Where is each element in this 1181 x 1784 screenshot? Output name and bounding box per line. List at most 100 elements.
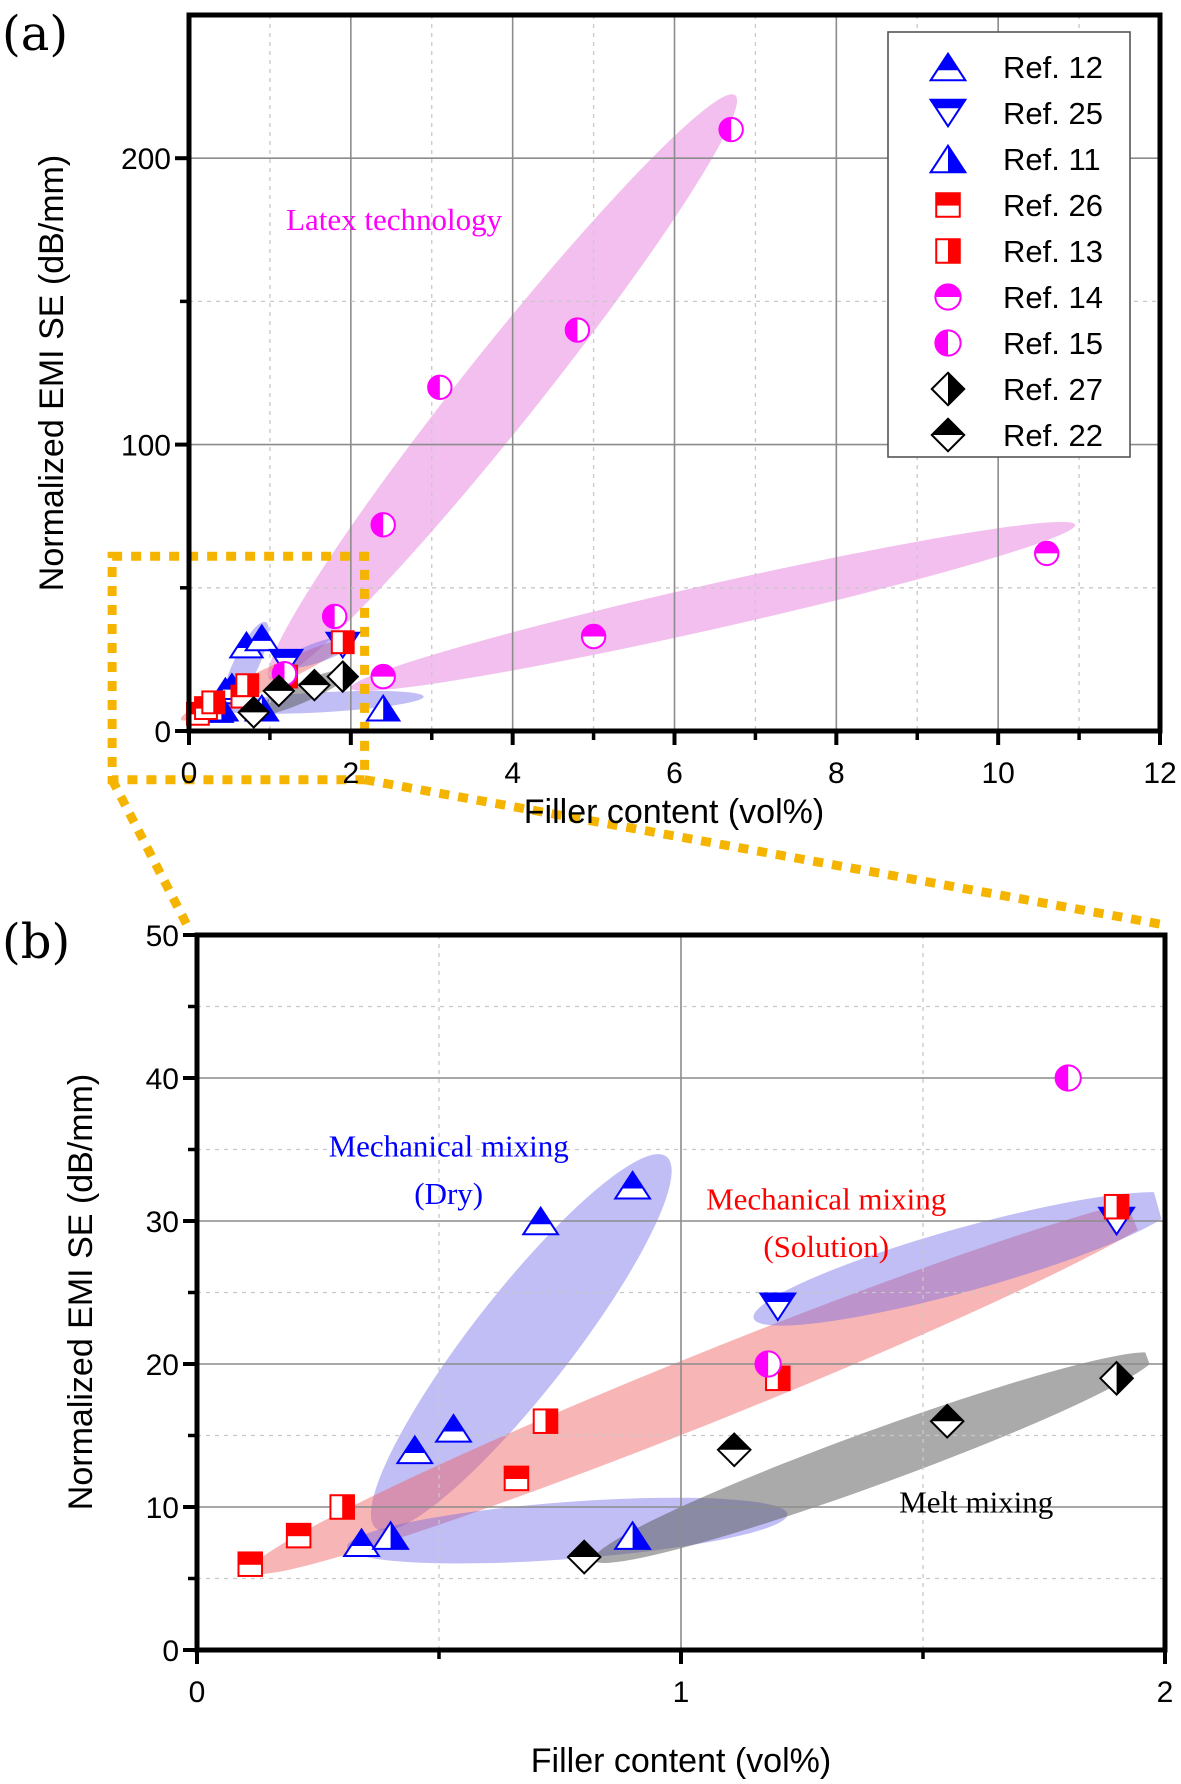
legend-label: Ref. 25 bbox=[1003, 96, 1103, 131]
panel-b-x-axis-title: Filler content (vol%) bbox=[531, 1742, 831, 1780]
y-tick-label: 100 bbox=[121, 430, 171, 463]
data-point-ref-14 bbox=[580, 623, 607, 650]
legend-label: Ref. 14 bbox=[1003, 280, 1103, 315]
annotations: Latex technology Mechanical mixing (Dry) Me… bbox=[286, 202, 1053, 1520]
legend-marker bbox=[928, 98, 968, 129]
x-tick-label: 2 bbox=[342, 757, 359, 790]
panel-b-regions bbox=[250, 1154, 1180, 1575]
legend-label: Ref. 27 bbox=[1003, 372, 1103, 407]
marker-fill bbox=[247, 674, 259, 697]
x-tick-label: 0 bbox=[189, 1676, 206, 1709]
data-point-ref-12 bbox=[613, 1170, 652, 1200]
marker-fill bbox=[404, 1436, 426, 1453]
data-point-ref-14 bbox=[1034, 540, 1060, 567]
panel-b-grid bbox=[197, 935, 1165, 1650]
data-point-ref-22 bbox=[566, 1539, 602, 1575]
marker-fill bbox=[342, 1495, 354, 1519]
data-point-ref-27 bbox=[326, 660, 360, 694]
region-solution-mixing bbox=[250, 1196, 1175, 1575]
marker-fill bbox=[545, 1409, 558, 1433]
data-point-ref-13 bbox=[330, 630, 355, 655]
marker-fill bbox=[1116, 1362, 1133, 1395]
y-tick-label: 0 bbox=[154, 716, 171, 749]
x-tick-label: 6 bbox=[666, 757, 683, 790]
x-tick-label: 1 bbox=[673, 1676, 690, 1709]
legend-label: Ref. 26 bbox=[1003, 188, 1103, 223]
data-point-ref-15 bbox=[1054, 1064, 1082, 1092]
data-point-ref-13 bbox=[532, 1408, 559, 1434]
marker-fill bbox=[930, 1404, 964, 1422]
marker-fill bbox=[719, 117, 732, 142]
marker-fill bbox=[442, 1415, 465, 1432]
y-tick-label: 10 bbox=[146, 1492, 179, 1525]
marker-fill bbox=[350, 1529, 373, 1546]
marker-fill bbox=[565, 318, 578, 342]
panel-a-label: (a) bbox=[2, 6, 68, 62]
marker-fill bbox=[760, 1293, 796, 1303]
data-point-ref-22 bbox=[237, 695, 271, 729]
data-point-ref-15 bbox=[718, 116, 744, 143]
data-point-ref-13 bbox=[201, 690, 226, 715]
x-tick-label: 2 bbox=[1157, 1676, 1174, 1709]
x-tick-label: 8 bbox=[828, 757, 845, 790]
marker-fill bbox=[567, 1540, 601, 1558]
data-point-ref-13 bbox=[235, 673, 260, 698]
panel-a-y-axis-title: Normalized EMI SE (dB/mm) bbox=[33, 155, 71, 591]
panel-b-points bbox=[237, 1064, 1136, 1577]
data-point-ref-15 bbox=[427, 374, 453, 401]
data-point-ref-22 bbox=[262, 674, 296, 708]
marker-fill bbox=[221, 695, 238, 721]
marker-fill bbox=[718, 1433, 751, 1450]
zoom-connector-right bbox=[363, 775, 1166, 930]
marker-fill bbox=[931, 418, 965, 435]
marker-fill bbox=[383, 695, 400, 721]
zoom-connector-left bbox=[108, 777, 192, 928]
panel-a-x-axis-title: Filler content (vol%) bbox=[524, 793, 824, 831]
marker-fill bbox=[269, 649, 303, 658]
marker-fill bbox=[930, 99, 966, 109]
legend-box bbox=[887, 31, 1131, 458]
legend-marker bbox=[935, 192, 961, 218]
legend-marker bbox=[930, 417, 966, 453]
legend-marker bbox=[928, 143, 968, 174]
legend: Ref. 12 Ref. 25 Ref. 11 Ref. 26 Ref. 13 Ref. … bbox=[887, 31, 1131, 458]
marker-fill bbox=[632, 1522, 650, 1549]
marker-fill bbox=[263, 675, 294, 691]
legend-label: Ref. 22 bbox=[1003, 418, 1103, 453]
data-point-ref-22 bbox=[297, 668, 331, 702]
zoom-box bbox=[107, 551, 370, 785]
legend-marker bbox=[928, 51, 968, 82]
marker-fill bbox=[286, 1523, 311, 1537]
data-point-ref-13 bbox=[1103, 1193, 1130, 1220]
y-tick-label: 50 bbox=[146, 920, 179, 953]
marker-fill bbox=[1055, 1065, 1069, 1091]
data-point-ref-22 bbox=[929, 1403, 965, 1439]
data-point-ref-22 bbox=[716, 1432, 752, 1468]
y-tick-label: 30 bbox=[146, 1206, 179, 1239]
data-point-ref-13 bbox=[329, 1494, 355, 1520]
marker-fill bbox=[504, 1466, 529, 1479]
marker-fill bbox=[1116, 1194, 1129, 1219]
panel-a-points bbox=[185, 116, 1060, 729]
data-point-ref-26 bbox=[285, 1522, 312, 1549]
annotation-a: Latex technology bbox=[286, 202, 503, 237]
legend-marker bbox=[934, 329, 962, 357]
marker-fill bbox=[529, 1207, 552, 1225]
marker-fill bbox=[238, 697, 269, 713]
y-tick-label: 20 bbox=[146, 1349, 179, 1382]
legend-label: Ref. 13 bbox=[1003, 234, 1103, 269]
marker-fill bbox=[777, 1366, 790, 1391]
region-melt-mixing bbox=[593, 1352, 1156, 1563]
region-ref25-region bbox=[753, 1192, 1180, 1326]
data-point-ref-26 bbox=[237, 1551, 263, 1577]
zoom-indicator bbox=[107, 551, 1166, 930]
legend-label: Ref. 11 bbox=[1003, 142, 1101, 177]
annotation-b: Melt mixing bbox=[899, 1485, 1053, 1520]
marker-fill bbox=[238, 1552, 262, 1565]
legend-marker bbox=[934, 283, 962, 311]
marker-fill bbox=[371, 513, 384, 537]
panel-a-axes: 0 2 4 6 8 10 12 0 100 200 bbox=[121, 12, 1177, 790]
marker-fill bbox=[342, 631, 354, 654]
panel-b-label: (b) bbox=[2, 914, 70, 970]
